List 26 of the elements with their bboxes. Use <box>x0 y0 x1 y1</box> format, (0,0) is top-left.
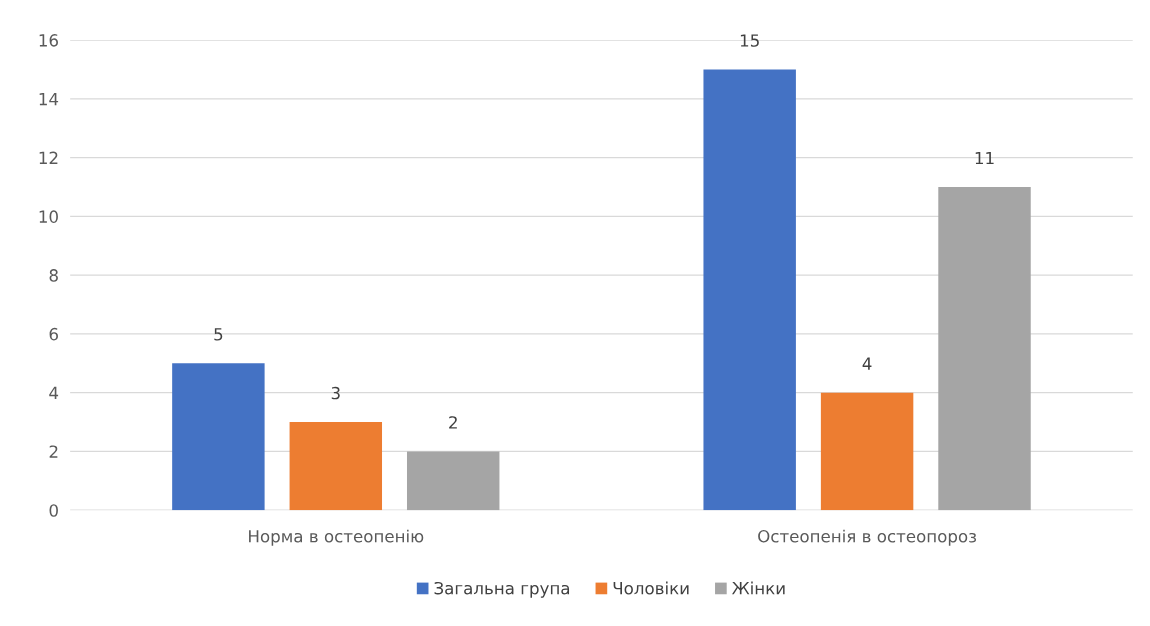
x-tick-label: Остеопенія в остеопороз <box>758 529 977 546</box>
y-tick-label: 0 <box>49 504 58 517</box>
y-tick-label: 10 <box>39 210 58 223</box>
y-tick-label: 14 <box>39 93 59 106</box>
x-tick-label: Норма в остеопенію <box>249 529 424 546</box>
y-tick-label: 2 <box>49 445 58 458</box>
bar <box>406 451 500 511</box>
data-label: 3 <box>331 386 340 400</box>
y-tick-label: 8 <box>49 269 58 282</box>
legend-label: Загальна група <box>434 581 570 598</box>
data-label: 15 <box>740 34 759 47</box>
y-tick-label: 12 <box>39 151 58 164</box>
y-tick-label: 16 <box>39 34 58 47</box>
bar <box>703 69 796 511</box>
bar <box>172 363 265 511</box>
bar <box>820 392 914 511</box>
y-tick-label: 6 <box>49 327 58 341</box>
data-label: 2 <box>449 416 457 429</box>
data-label: 11 <box>975 151 994 165</box>
data-label: 5 <box>214 328 223 341</box>
y-tick-label: 4 <box>49 386 59 399</box>
bar <box>938 186 1031 511</box>
data-label: 4 <box>862 357 872 370</box>
bar <box>289 422 383 511</box>
legend-label: Жінки <box>732 581 785 595</box>
legend-label: Чоловіки <box>613 581 689 595</box>
